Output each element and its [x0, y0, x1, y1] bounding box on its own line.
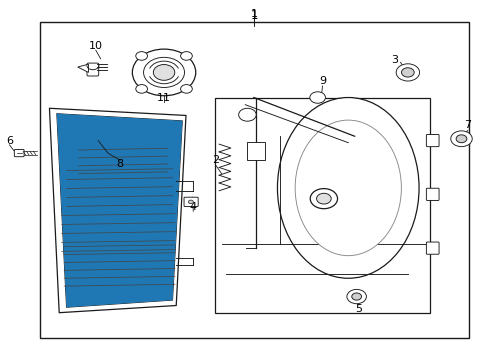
FancyBboxPatch shape	[183, 197, 198, 207]
Ellipse shape	[295, 120, 401, 256]
Text: 4: 4	[189, 202, 197, 212]
FancyBboxPatch shape	[426, 242, 438, 254]
Circle shape	[309, 92, 325, 103]
Ellipse shape	[277, 98, 418, 278]
Circle shape	[346, 289, 366, 304]
Text: 8: 8	[116, 159, 123, 169]
Bar	[40, 22, 468, 338]
FancyBboxPatch shape	[426, 188, 438, 201]
Text: 3: 3	[390, 55, 397, 65]
Circle shape	[188, 200, 193, 204]
Polygon shape	[57, 114, 182, 307]
FancyBboxPatch shape	[426, 134, 438, 147]
Circle shape	[132, 49, 195, 96]
Text: 9: 9	[318, 76, 325, 86]
Circle shape	[136, 51, 147, 60]
Bar	[247, 142, 264, 160]
FancyBboxPatch shape	[14, 149, 24, 157]
Circle shape	[455, 135, 466, 143]
Polygon shape	[78, 64, 88, 72]
Polygon shape	[57, 114, 182, 307]
Circle shape	[395, 64, 419, 81]
Text: 1: 1	[250, 9, 258, 22]
Polygon shape	[49, 108, 185, 313]
Text: 10: 10	[89, 41, 102, 50]
Circle shape	[450, 131, 471, 147]
Circle shape	[316, 193, 330, 204]
Text: 11: 11	[157, 93, 171, 103]
Text: 7: 7	[463, 121, 470, 130]
Circle shape	[401, 68, 413, 77]
FancyBboxPatch shape	[87, 63, 99, 76]
Text: 2: 2	[211, 155, 218, 165]
Circle shape	[180, 51, 192, 60]
Circle shape	[309, 189, 337, 209]
Circle shape	[143, 57, 184, 87]
Circle shape	[180, 85, 192, 93]
Bar	[215, 98, 429, 313]
Text: 6: 6	[6, 136, 13, 145]
Text: 1: 1	[250, 9, 257, 19]
Text: 5: 5	[355, 304, 362, 314]
Circle shape	[153, 64, 174, 80]
Circle shape	[238, 108, 256, 121]
Circle shape	[351, 293, 361, 300]
Circle shape	[136, 85, 147, 93]
